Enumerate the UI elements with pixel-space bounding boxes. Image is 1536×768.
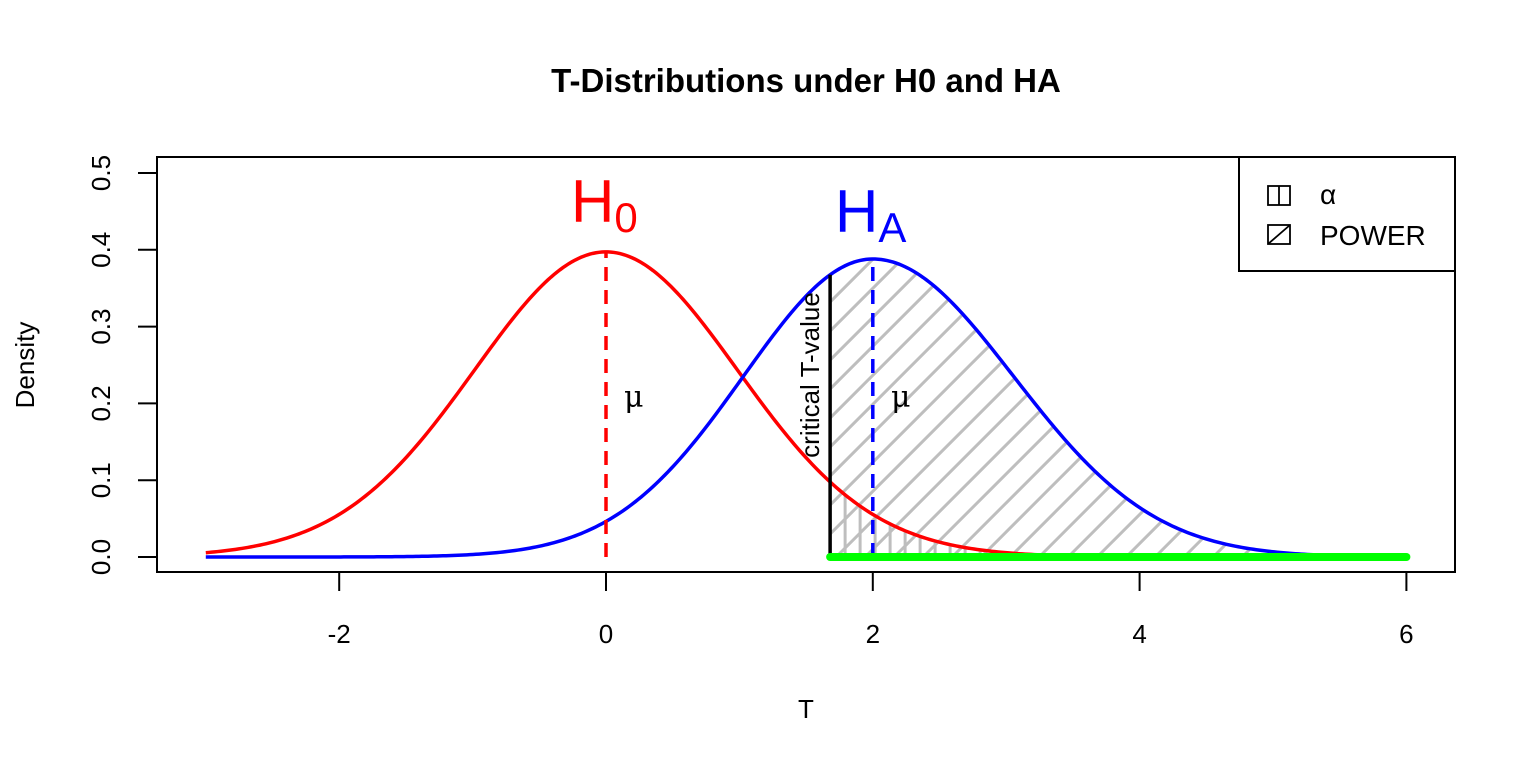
legend-alpha-label: α xyxy=(1320,179,1336,210)
h0-label: H0 xyxy=(571,168,638,241)
y-tick-label: 0.2 xyxy=(86,385,116,421)
y-axis: 0.0 0.1 0.2 0.3 0.4 0.5 xyxy=(86,155,157,575)
x-axis-label: T xyxy=(798,694,814,724)
legend: α POWER xyxy=(1238,156,1456,272)
critical-t-value-label: critical T-value xyxy=(795,292,825,458)
ha-mu-label: μ xyxy=(891,380,911,415)
ha-density-curve xyxy=(205,257,1407,559)
y-tick-label: 0.4 xyxy=(86,232,116,268)
legend-box xyxy=(1238,156,1456,272)
legend-alpha-swatch-icon xyxy=(1267,185,1291,206)
x-axis: -2 0 2 4 6 xyxy=(328,571,1414,649)
y-axis-label: Density xyxy=(10,322,40,409)
x-tick-label: 2 xyxy=(866,619,880,649)
y-tick-label: 0.0 xyxy=(86,539,116,575)
y-tick-label: 0.3 xyxy=(86,309,116,345)
h0-mu-label: μ xyxy=(624,380,644,415)
x-tick-label: 0 xyxy=(599,619,613,649)
legend-power-label: POWER xyxy=(1320,220,1426,251)
y-tick-label: 0.5 xyxy=(86,155,116,191)
y-tick-label: 0.1 xyxy=(86,462,116,498)
power-hatch-region xyxy=(830,259,1407,557)
plot-area xyxy=(205,250,1411,561)
x-tick-label: 6 xyxy=(1399,619,1413,649)
chart-title: T-Distributions under H0 and HA xyxy=(551,62,1061,99)
ha-label: HA xyxy=(835,178,906,251)
x-tick-label: -2 xyxy=(328,619,351,649)
legend-power-swatch-icon xyxy=(1267,224,1291,245)
x-tick-label: 4 xyxy=(1132,619,1146,649)
